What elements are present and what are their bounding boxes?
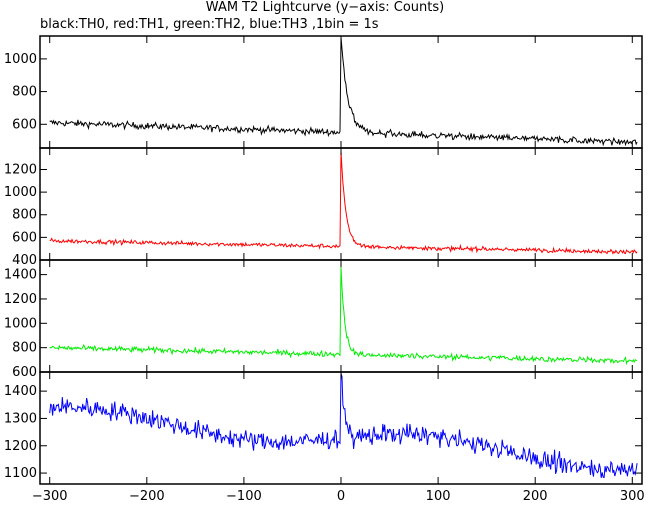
y-tick-label: 1100 [4, 466, 37, 481]
y-tick-label: 1200 [4, 162, 37, 177]
chart-subtitle: black:TH0, red:TH1, green:TH2, blue:TH3 … [40, 17, 379, 32]
series-line-th2 [49, 266, 638, 366]
x-tick-label: 0 [337, 489, 345, 504]
y-tick-label: 1000 [4, 316, 37, 331]
panel-th0: 600 800 1000 [4, 35, 643, 149]
x-tick-label: 100 [426, 489, 451, 504]
chart-title: WAM T2 Lightcurve (y−axis: Counts) [205, 0, 445, 15]
y-tick-label: 1000 [4, 185, 37, 200]
y-tick-label: 800 [12, 341, 37, 356]
y-tick-label: 1400 [4, 268, 37, 283]
y-tick-label: 1000 [4, 52, 37, 67]
x-tick-label: −300 [32, 489, 68, 504]
x-tick-label: 300 [620, 489, 645, 504]
panel-th1: 400 600 800 1000 1200 [4, 147, 643, 268]
y-tick-label: 1200 [4, 439, 37, 454]
series-line-th0 [49, 36, 638, 147]
series-line-th1 [49, 151, 638, 255]
x-tick-label: −200 [129, 489, 165, 504]
y-tick-label: 1400 [4, 384, 37, 399]
y-tick-label: 800 [12, 85, 37, 100]
y-tick-label: 1300 [4, 411, 37, 426]
x-tick-label: 200 [523, 489, 548, 504]
y-tick-label: 1200 [4, 292, 37, 307]
y-tick-label: 600 [12, 365, 37, 380]
x-tick-label: −100 [226, 489, 262, 504]
series-line-th3 [49, 373, 638, 479]
y-tick-label: 600 [12, 117, 37, 132]
y-tick-label: 400 [12, 253, 37, 268]
panel-th3: 1100 1200 1300 1400 [4, 371, 643, 485]
y-tick-label: 600 [12, 230, 37, 245]
panel-th2: 600 800 1000 1200 1400 [4, 259, 643, 380]
y-tick-label: 800 [12, 208, 37, 223]
